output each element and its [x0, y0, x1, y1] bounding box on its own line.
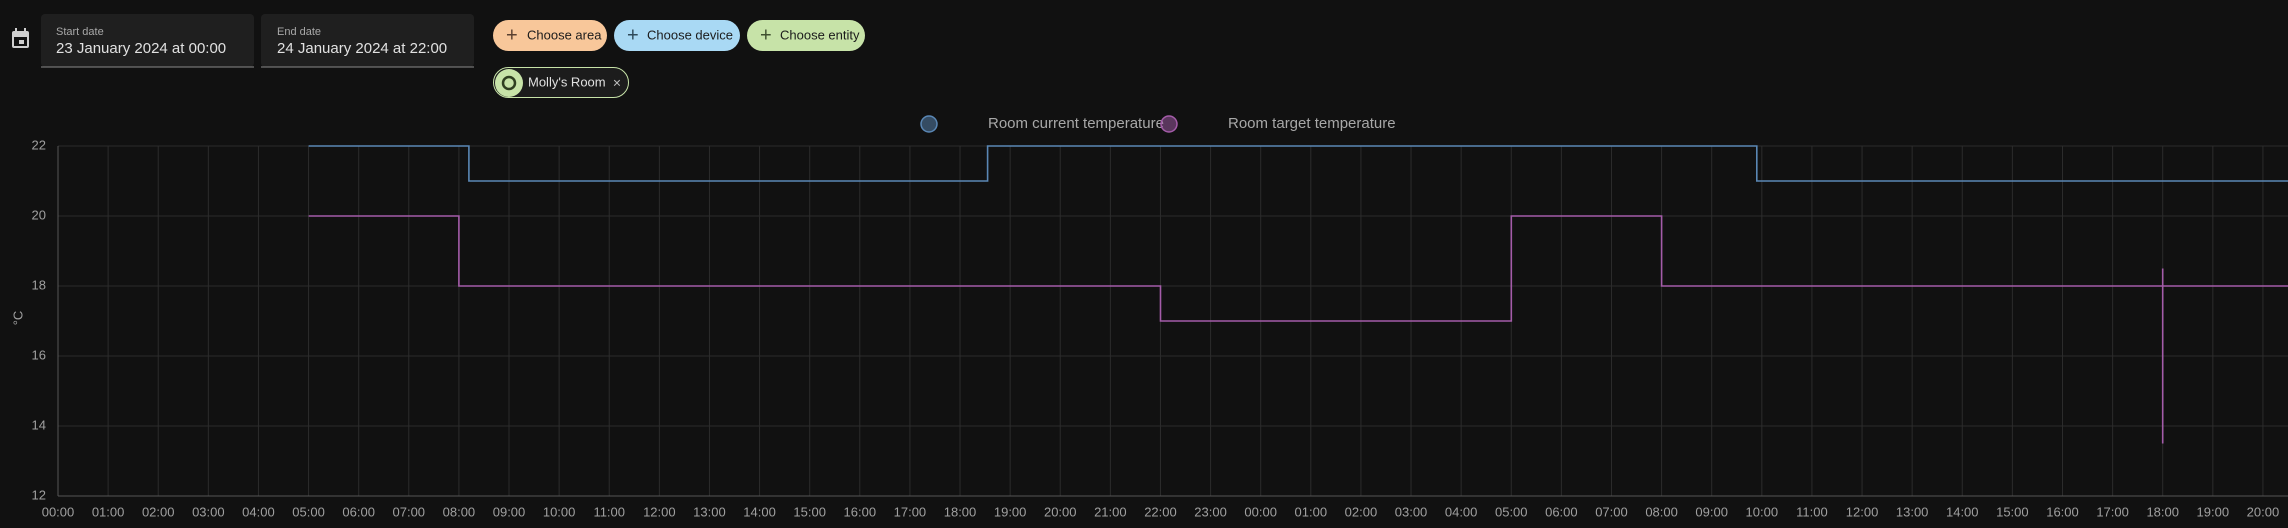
x-tick-label: 02:00	[1345, 504, 1378, 519]
svg-text:+: +	[760, 24, 772, 46]
chip-label: Molly's Room	[528, 74, 606, 89]
x-tick-label: 17:00	[894, 504, 927, 519]
series-line	[308, 215, 2288, 444]
x-tick-label: 09:00	[493, 504, 526, 519]
x-tick-label: 19:00	[2197, 504, 2230, 519]
series-line	[308, 145, 2288, 182]
y-tick-label: 12	[32, 487, 46, 502]
x-tick-label: 13:00	[693, 504, 726, 519]
end-date-field[interactable]: End date 24 January 2024 at 22:00	[261, 14, 474, 68]
x-tick-label: 19:00	[994, 504, 1027, 519]
calendar-icon[interactable]	[12, 28, 29, 48]
x-tick-label: 20:00	[1044, 504, 1077, 519]
y-tick-label: 20	[32, 207, 46, 222]
x-tick-label: 14:00	[1946, 504, 1979, 519]
svg-text:+: +	[506, 24, 518, 46]
x-tick-label: 18:00	[944, 504, 977, 519]
x-tick-label: 11:00	[593, 504, 625, 519]
y-tick-label: 16	[32, 347, 46, 362]
x-tick-label: 18:00	[2146, 504, 2179, 519]
legend-marker	[920, 115, 938, 133]
x-tick-label: 11:00	[1796, 504, 1828, 519]
choose-device-chip[interactable]: + Choose device	[614, 20, 740, 51]
selected-entity-chip[interactable]: Molly's Room ×	[493, 67, 629, 98]
legend-label: Room current temperature	[988, 115, 1164, 132]
y-tick-label: 14	[32, 417, 46, 432]
field-label: Start date	[56, 26, 104, 38]
x-tick-label: 01:00	[1295, 504, 1328, 519]
x-tick-label: 06:00	[1545, 504, 1578, 519]
svg-text:+: +	[627, 24, 639, 46]
x-tick-label: 20:00	[2247, 504, 2280, 519]
y-tick-label: 22	[32, 137, 46, 152]
x-tick-label: 16:00	[2046, 504, 2079, 519]
x-tick-label: 04:00	[1445, 504, 1478, 519]
y-tick-label: 18	[32, 277, 46, 292]
x-tick-label: 04:00	[242, 504, 275, 519]
x-tick-label: 08:00	[1645, 504, 1678, 519]
x-tick-label: 14:00	[743, 504, 776, 519]
x-tick-label: 05:00	[292, 504, 325, 519]
x-tick-label: 16:00	[844, 504, 877, 519]
x-tick-label: 22:00	[1144, 504, 1177, 519]
x-tick-label: 02:00	[142, 504, 175, 519]
x-tick-label: 03:00	[192, 504, 225, 519]
x-tick-label: 23:00	[1194, 504, 1227, 519]
x-tick-label: 00:00	[42, 504, 75, 519]
choose-area-chip[interactable]: + Choose area	[493, 20, 607, 51]
x-tick-label: 09:00	[1695, 504, 1728, 519]
x-tick-label: 06:00	[342, 504, 375, 519]
x-tick-label: 15:00	[1996, 504, 2029, 519]
choose-entity-chip[interactable]: + Choose entity	[747, 20, 865, 51]
y-axis-label: °C	[10, 311, 25, 326]
legend-label: Room target temperature	[1228, 115, 1396, 132]
x-tick-label: 00:00	[1244, 504, 1277, 519]
field-label: End date	[277, 26, 321, 38]
x-tick-label: 03:00	[1395, 504, 1428, 519]
remove-icon[interactable]: ×	[613, 75, 621, 91]
chip-label: Choose device	[647, 27, 733, 42]
x-tick-label: 12:00	[643, 504, 676, 519]
field-value: 23 January 2024 at 00:00	[56, 40, 226, 57]
x-tick-label: 05:00	[1495, 504, 1528, 519]
x-tick-label: 10:00	[1746, 504, 1779, 519]
x-tick-label: 01:00	[92, 504, 125, 519]
x-tick-label: 07:00	[1595, 504, 1628, 519]
x-tick-label: 21:00	[1094, 504, 1127, 519]
x-tick-label: 15:00	[793, 504, 826, 519]
x-tick-label: 17:00	[2096, 504, 2129, 519]
x-tick-label: 10:00	[543, 504, 576, 519]
x-tick-label: 07:00	[393, 504, 426, 519]
chip-label: Choose area	[527, 27, 602, 42]
x-tick-label: 12:00	[1846, 504, 1879, 519]
chip-label: Choose entity	[780, 27, 860, 42]
start-date-field[interactable]: Start date 23 January 2024 at 00:00	[41, 14, 254, 68]
x-tick-label: 08:00	[443, 504, 476, 519]
x-tick-label: 13:00	[1896, 504, 1929, 519]
field-value: 24 January 2024 at 22:00	[277, 40, 447, 57]
legend-marker	[1160, 115, 1178, 133]
